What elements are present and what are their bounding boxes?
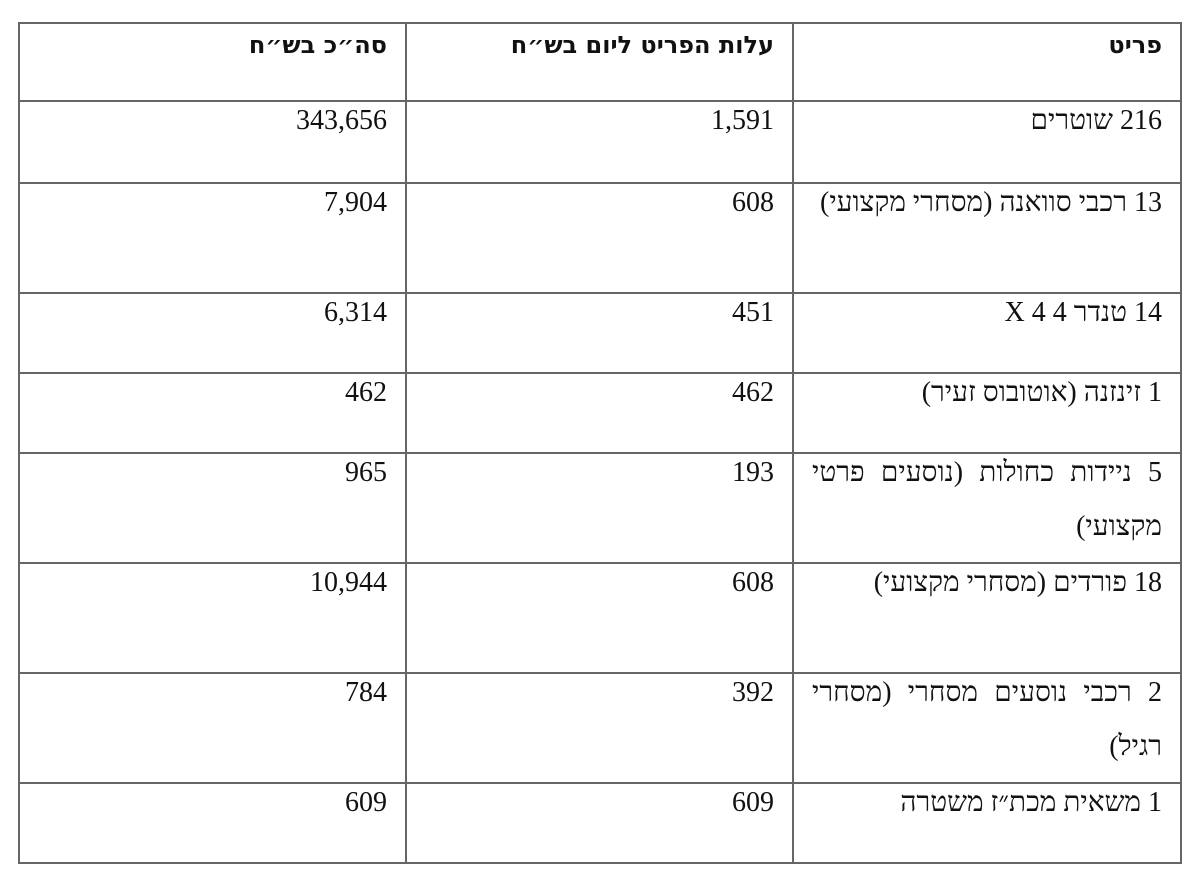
table-row: 216 שוטרים 1,591 343,656 (18, 100, 1182, 184)
cell-text: עלות הפריט ליום בש״ח (510, 31, 774, 59)
table-row: 14 טנדר 4 X 4 451 6,314 (18, 292, 1182, 374)
table-cell: 5 ניידות כחולות (נוסעים פרטי מקצועי) (792, 452, 1182, 564)
cell-text: 18 פורדים (מסחרי מקצועי) (873, 567, 1162, 598)
table-cell: 609 (18, 782, 407, 864)
header-cell: פריט (792, 22, 1182, 102)
table-cell: 965 (18, 452, 407, 564)
cell-text: 609 (345, 787, 387, 818)
header-cell: סה״כ בש״ח (18, 22, 407, 102)
table-cell: 608 (405, 182, 794, 294)
table-cell: 392 (405, 672, 794, 784)
table-cell: 1 משאית מכת״ז משטרה (792, 782, 1182, 864)
cell-text: 608 (732, 567, 774, 598)
cell-text: פריט (1108, 31, 1162, 59)
table-row: 13 רכבי סוואנה (מסחרי מקצועי) 608 7,904 (18, 182, 1182, 294)
table-cell: 451 (405, 292, 794, 374)
cell-text: 462 (345, 377, 387, 408)
cell-text: 2 רכבי נוסעים מסחרי (מסחרי רגיל) (812, 677, 1162, 762)
cell-text: 193 (732, 457, 774, 488)
table-row: 5 ניידות כחולות (נוסעים פרטי מקצועי) 193 9… (18, 452, 1182, 564)
table-cell: 1,591 (405, 100, 794, 184)
table-cell: 462 (18, 372, 407, 454)
table-cell: 7,904 (18, 182, 407, 294)
cell-text: 784 (345, 677, 387, 708)
table-row: 1 משאית מכת״ז משטרה 609 609 (18, 782, 1182, 864)
cell-text: 1 משאית מכת״ז משטרה (900, 787, 1162, 818)
cell-text: 1 זינזנה (אוטובוס זעיר) (921, 377, 1162, 408)
cell-text: 451 (732, 297, 774, 328)
cost-table: פריט עלות הפריט ליום בש״ח סה״כ בש״ח 216 שו… (18, 22, 1182, 864)
cell-text: 392 (732, 677, 774, 708)
cell-text: 343,656 (296, 105, 387, 136)
cell-text: 10,944 (310, 567, 387, 598)
cell-text: 1,591 (711, 105, 774, 136)
table-row: 18 פורדים (מסחרי מקצועי) 608 10,944 (18, 562, 1182, 674)
table-cell: 6,314 (18, 292, 407, 374)
table-cell: 608 (405, 562, 794, 674)
table-row: 1 זינזנה (אוטובוס זעיר) 462 462 (18, 372, 1182, 454)
cell-text: 6,314 (324, 297, 387, 328)
table-cell: 10,944 (18, 562, 407, 674)
header-cell: עלות הפריט ליום בש״ח (405, 22, 794, 102)
table-cell: 18 פורדים (מסחרי מקצועי) (792, 562, 1182, 674)
table-cell: 2 רכבי נוסעים מסחרי (מסחרי רגיל) (792, 672, 1182, 784)
cell-text: 14 טנדר 4 X 4 (1004, 297, 1162, 328)
table-cell: 216 שוטרים (792, 100, 1182, 184)
cell-text: 462 (732, 377, 774, 408)
table-row: 2 רכבי נוסעים מסחרי (מסחרי רגיל) 392 784 (18, 672, 1182, 784)
table-cell: 14 טנדר 4 X 4 (792, 292, 1182, 374)
table-cell: 784 (18, 672, 407, 784)
table-cell: 193 (405, 452, 794, 564)
cell-text: 7,904 (324, 187, 387, 218)
cell-text: 5 ניידות כחולות (נוסעים פרטי מקצועי) (812, 457, 1162, 542)
header-row: פריט עלות הפריט ליום בש״ח סה״כ בש״ח (18, 22, 1182, 102)
cell-text: 608 (732, 187, 774, 218)
cell-text: 965 (345, 457, 387, 488)
table-cell: 13 רכבי סוואנה (מסחרי מקצועי) (792, 182, 1182, 294)
table-cell: 609 (405, 782, 794, 864)
table-cell: 462 (405, 372, 794, 454)
cell-text: סה״כ בש״ח (248, 31, 387, 59)
cell-text: 13 רכבי סוואנה (מסחרי מקצועי) (820, 187, 1162, 218)
cell-text: 216 שוטרים (1030, 105, 1162, 136)
cell-text: 609 (732, 787, 774, 818)
table-cell: 1 זינזנה (אוטובוס זעיר) (792, 372, 1182, 454)
table-cell: 343,656 (18, 100, 407, 184)
